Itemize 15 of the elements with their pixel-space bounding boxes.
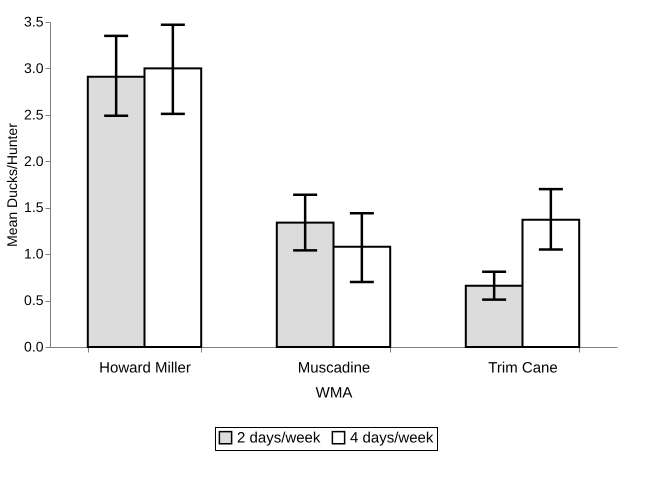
x-tick-label: Trim Cane [488, 360, 558, 376]
y-axis-title: Mean Ducks/Hunter [4, 122, 20, 247]
y-tick-label: 1.5 [24, 199, 44, 216]
legend-label: 4 days/week [350, 430, 434, 447]
x-tick-label: Muscadine [298, 360, 370, 376]
y-tick-label: 1.0 [24, 246, 44, 262]
x-tick-label: Howard Miller [99, 360, 191, 376]
y-tick-label: 3.5 [24, 14, 44, 30]
y-tick-label: 2.0 [24, 152, 44, 169]
x-axis-title: WMA [316, 384, 352, 402]
y-tick-label: 0.5 [24, 292, 44, 308]
y-tick-label: 2.5 [24, 106, 44, 122]
y-tick-label: 0.0 [24, 338, 44, 354]
legend-label: 2 days/week [237, 430, 321, 447]
y-tick-label: 3.0 [24, 60, 44, 76]
